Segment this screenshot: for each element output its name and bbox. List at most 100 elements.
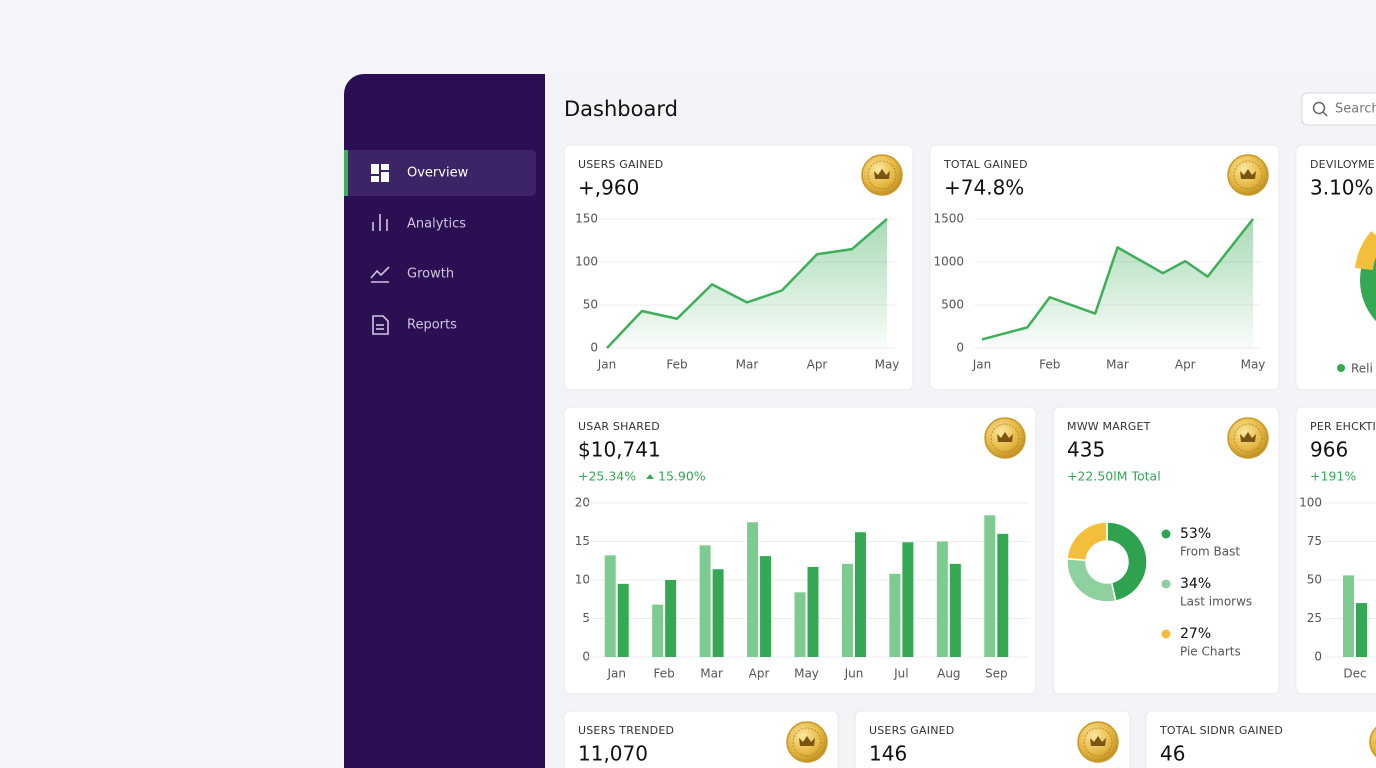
- line: [981, 218, 1254, 341]
- bar: [712, 569, 724, 657]
- card-value: 146: [869, 742, 907, 766]
- badge: [1240, 169, 1256, 179]
- legend-label: From Bast: [1180, 545, 1240, 559]
- card-value: 46: [1160, 742, 1185, 766]
- pie-slice: [1066, 521, 1108, 562]
- badge: [799, 736, 815, 746]
- badge: [997, 432, 1013, 442]
- donut: [1360, 219, 1376, 341]
- x-tick-label: Mar: [736, 358, 759, 372]
- up-arrow: [646, 474, 654, 479]
- bar: [794, 592, 806, 657]
- bar: [807, 566, 819, 657]
- bar: [997, 533, 1009, 657]
- icon-reports: [372, 315, 389, 335]
- x-tick-label: Sep: [985, 667, 1008, 681]
- bar: [747, 522, 759, 657]
- line: [606, 218, 888, 349]
- card-value: 435: [1067, 438, 1105, 462]
- bar: [1343, 575, 1354, 657]
- donut: [1355, 231, 1376, 271]
- x-tick-label: Mar: [700, 667, 723, 681]
- y-tick-label: 15: [575, 534, 590, 548]
- bar: [699, 545, 711, 657]
- area: [982, 219, 1253, 348]
- x-tick-label: Dec: [1343, 667, 1366, 681]
- y-tick-label: 150: [575, 212, 598, 226]
- x-tick-label: Jun: [844, 667, 864, 681]
- badge: [792, 727, 822, 757]
- x-tick-label: Feb: [666, 358, 687, 372]
- y-tick-label: 0: [956, 341, 964, 355]
- card-delta: 15.90%: [658, 469, 706, 484]
- app-window: Overview Analytics Growth Reports Dashbo…: [344, 74, 1376, 768]
- card-delta: +191%: [1310, 469, 1356, 484]
- x-tick-label: Feb: [1039, 358, 1060, 372]
- area: [607, 219, 887, 348]
- nav-item[interactable]: Analytics: [407, 217, 466, 232]
- y-tick-label: 75: [1307, 534, 1322, 548]
- legend-dot: [1161, 579, 1171, 589]
- card: [563, 710, 839, 768]
- card-label: TOTAL GAINED: [943, 158, 1028, 171]
- card-label: PER EHCKTIR: [1310, 420, 1376, 433]
- legend-dot: [1337, 364, 1345, 372]
- bar: [984, 515, 996, 657]
- y-tick-label: 100: [575, 255, 598, 269]
- x-tick-label: Apr: [749, 667, 770, 681]
- nav-active: [344, 150, 536, 196]
- bar: [617, 583, 629, 657]
- badge: [990, 423, 1020, 453]
- search-placeholder: Search: [1335, 102, 1376, 117]
- y-tick-label: 50: [583, 298, 598, 312]
- nav-item[interactable]: Overview: [407, 166, 469, 181]
- bar: [652, 604, 664, 657]
- card-value: 11,070: [578, 742, 648, 766]
- badge: [1233, 423, 1263, 453]
- bar: [936, 541, 948, 657]
- search-box[interactable]: [1301, 92, 1376, 126]
- card-value: +74.8%: [944, 176, 1024, 200]
- search-icon: [1312, 101, 1326, 115]
- card-label: USERS GAINED: [869, 724, 954, 737]
- legend-label: Pie Charts: [1180, 645, 1241, 659]
- nav-item[interactable]: Reports: [407, 318, 457, 333]
- search-icon: [1322, 111, 1328, 117]
- bar: [1356, 603, 1367, 657]
- x-tick-label: Mar: [1106, 358, 1129, 372]
- card-value: 3.10%: [1310, 176, 1374, 200]
- card: [854, 710, 1131, 768]
- bar: [665, 580, 677, 657]
- card: [1145, 710, 1376, 768]
- y-tick-label: 0: [590, 341, 598, 355]
- y-tick-label: 1000: [933, 255, 964, 269]
- legend-dot: [1161, 529, 1171, 539]
- x-tick-label: Jan: [597, 358, 617, 372]
- card-value: 966: [1310, 438, 1348, 462]
- x-tick-label: Apr: [807, 358, 828, 372]
- legend-dot: [1161, 629, 1171, 639]
- y-tick-label: 20: [575, 496, 590, 510]
- y-tick-label: 0: [1314, 650, 1322, 664]
- y-tick-label: 10: [575, 573, 590, 587]
- legend-label: Last imorws: [1180, 595, 1252, 609]
- nav-item[interactable]: Growth: [407, 267, 454, 282]
- page-title: Dashboard: [564, 97, 678, 121]
- card-label: DEVILOYMEN: [1310, 158, 1376, 171]
- bar: [854, 532, 866, 657]
- card-value: $10,741: [578, 438, 661, 462]
- card: [1295, 144, 1376, 391]
- y-tick-label: 100: [1299, 496, 1322, 510]
- icon-analytics: [372, 214, 388, 231]
- x-tick-label: Jul: [893, 667, 908, 681]
- pie-slice: [1106, 521, 1148, 602]
- card-value: +,960: [578, 176, 639, 200]
- icon-growth: [370, 266, 390, 283]
- legend-value: 34%: [1180, 576, 1211, 592]
- nav-indicator: [344, 150, 348, 196]
- legend-value: 53%: [1180, 526, 1211, 542]
- bar: [760, 556, 772, 657]
- legend-label: Reli: [1351, 362, 1373, 376]
